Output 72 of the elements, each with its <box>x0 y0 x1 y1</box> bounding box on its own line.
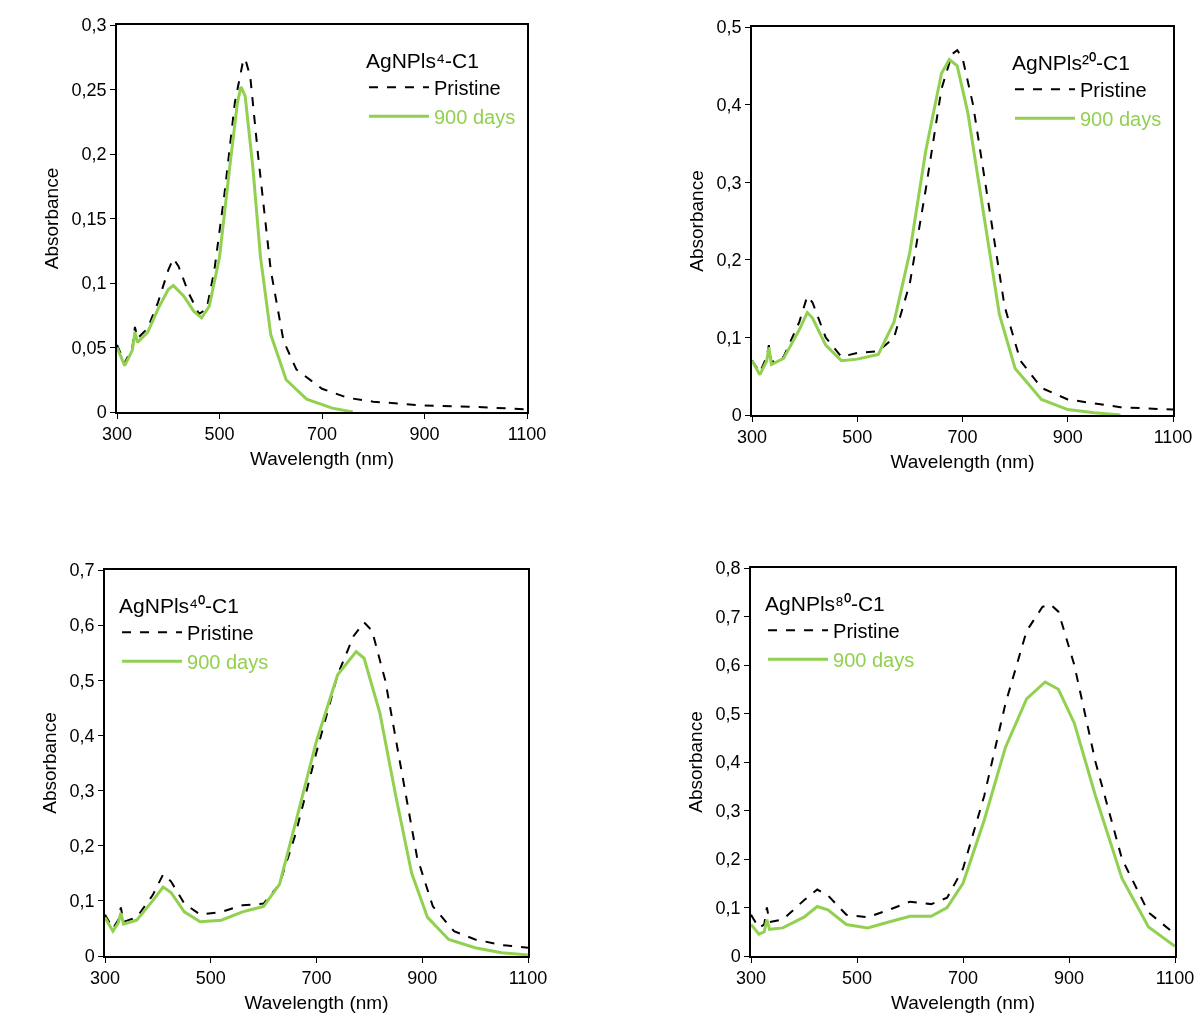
legend-title: AgNPls⁴-C1 <box>365 48 479 72</box>
x-axis-title: Wavelength (nm) <box>244 991 389 1013</box>
y-tick-label: 0,7 <box>69 560 95 581</box>
legend-label: 900 days <box>433 106 516 129</box>
y-axis-title: Absorbance <box>685 170 707 272</box>
legend-title: AgNPls²⁰-C1 <box>1011 50 1130 74</box>
y-tick-label: 0 <box>731 405 742 426</box>
y-tick-label: 0,15 <box>71 208 107 229</box>
y-tick-label: 0,1 <box>715 897 741 918</box>
legend-label: Pristine <box>1079 79 1147 102</box>
x-tick-label: 900 <box>1052 427 1083 448</box>
y-axis-title: Absorbance <box>38 712 60 814</box>
y-tick-label: 0,3 <box>716 172 742 193</box>
x-tick-label: 300 <box>101 424 133 445</box>
x-tick-label: 700 <box>301 968 332 989</box>
y-tick-label: 0,5 <box>69 670 95 691</box>
legend-title: AgNPls⁴⁰-C1 <box>119 593 239 617</box>
y-tick-label: 0,2 <box>715 849 741 870</box>
x-tick-label: 500 <box>204 424 235 445</box>
y-tick-label: 0,3 <box>69 780 95 801</box>
y-tick-label: 0 <box>84 946 95 967</box>
line-series <box>117 85 355 412</box>
x-tick-label: 1100 <box>1153 427 1193 448</box>
y-tick-label: 0,5 <box>715 703 741 724</box>
x-tick-label: 1100 <box>508 968 548 989</box>
x-tick-label: 1100 <box>507 424 547 445</box>
y-tick-label: 0,4 <box>715 752 741 773</box>
y-tick-label: 0,5 <box>716 17 742 38</box>
y-axis-title: Absorbance <box>684 711 706 813</box>
legend-label: 900 days <box>187 651 269 674</box>
y-tick-label: 0,1 <box>81 273 107 294</box>
legend-label: 900 days <box>833 649 915 672</box>
y-tick-label: 0,1 <box>69 891 95 912</box>
y-tick-label: 0,05 <box>71 337 107 358</box>
x-tick-label: 900 <box>1053 968 1085 989</box>
legend-label: Pristine <box>187 622 254 645</box>
legend-title: AgNPls⁸⁰-C1 <box>765 591 885 615</box>
x-tick-label: 700 <box>947 968 979 989</box>
y-tick-label: 0,3 <box>81 15 107 36</box>
y-tick-label: 0,8 <box>715 558 741 579</box>
x-tick-label: 700 <box>306 424 338 445</box>
x-tick-label: 500 <box>841 968 873 989</box>
x-tick-label: 300 <box>736 427 768 448</box>
x-tick-label: 300 <box>735 968 767 989</box>
y-tick-label: 0,1 <box>716 327 742 348</box>
x-tick-label: 1100 <box>1155 968 1195 989</box>
legend-label: Pristine <box>833 620 900 643</box>
y-tick-label: 0,3 <box>715 800 741 821</box>
x-tick-label: 300 <box>89 968 121 989</box>
x-axis-title: Wavelength (nm) <box>250 447 394 469</box>
line-series <box>751 680 1175 948</box>
x-tick-label: 500 <box>195 968 226 989</box>
y-tick-label: 0,4 <box>69 725 95 746</box>
x-axis-title: Wavelength (nm) <box>891 991 1035 1013</box>
y-axis-title: Absorbance <box>40 167 62 270</box>
y-tick-label: 0 <box>96 402 107 423</box>
y-tick-label: 0,4 <box>716 94 742 115</box>
y-tick-label: 0,7 <box>715 606 741 627</box>
y-tick-label: 0,6 <box>69 615 95 636</box>
y-tick-label: 0 <box>730 946 741 967</box>
x-tick-label: 500 <box>842 427 873 448</box>
y-tick-label: 0,2 <box>716 250 742 271</box>
x-tick-label: 900 <box>407 968 438 989</box>
legend-label: Pristine <box>433 77 501 100</box>
y-tick-label: 0,6 <box>715 655 741 676</box>
x-tick-label: 900 <box>409 424 440 445</box>
legend-label: 900 days <box>1079 108 1162 131</box>
x-axis-title: Wavelength (nm) <box>890 450 1035 472</box>
y-tick-label: 0,2 <box>81 144 107 165</box>
y-tick-label: 0,2 <box>69 836 95 857</box>
x-tick-label: 700 <box>947 427 978 448</box>
y-tick-label: 0,25 <box>71 79 107 100</box>
